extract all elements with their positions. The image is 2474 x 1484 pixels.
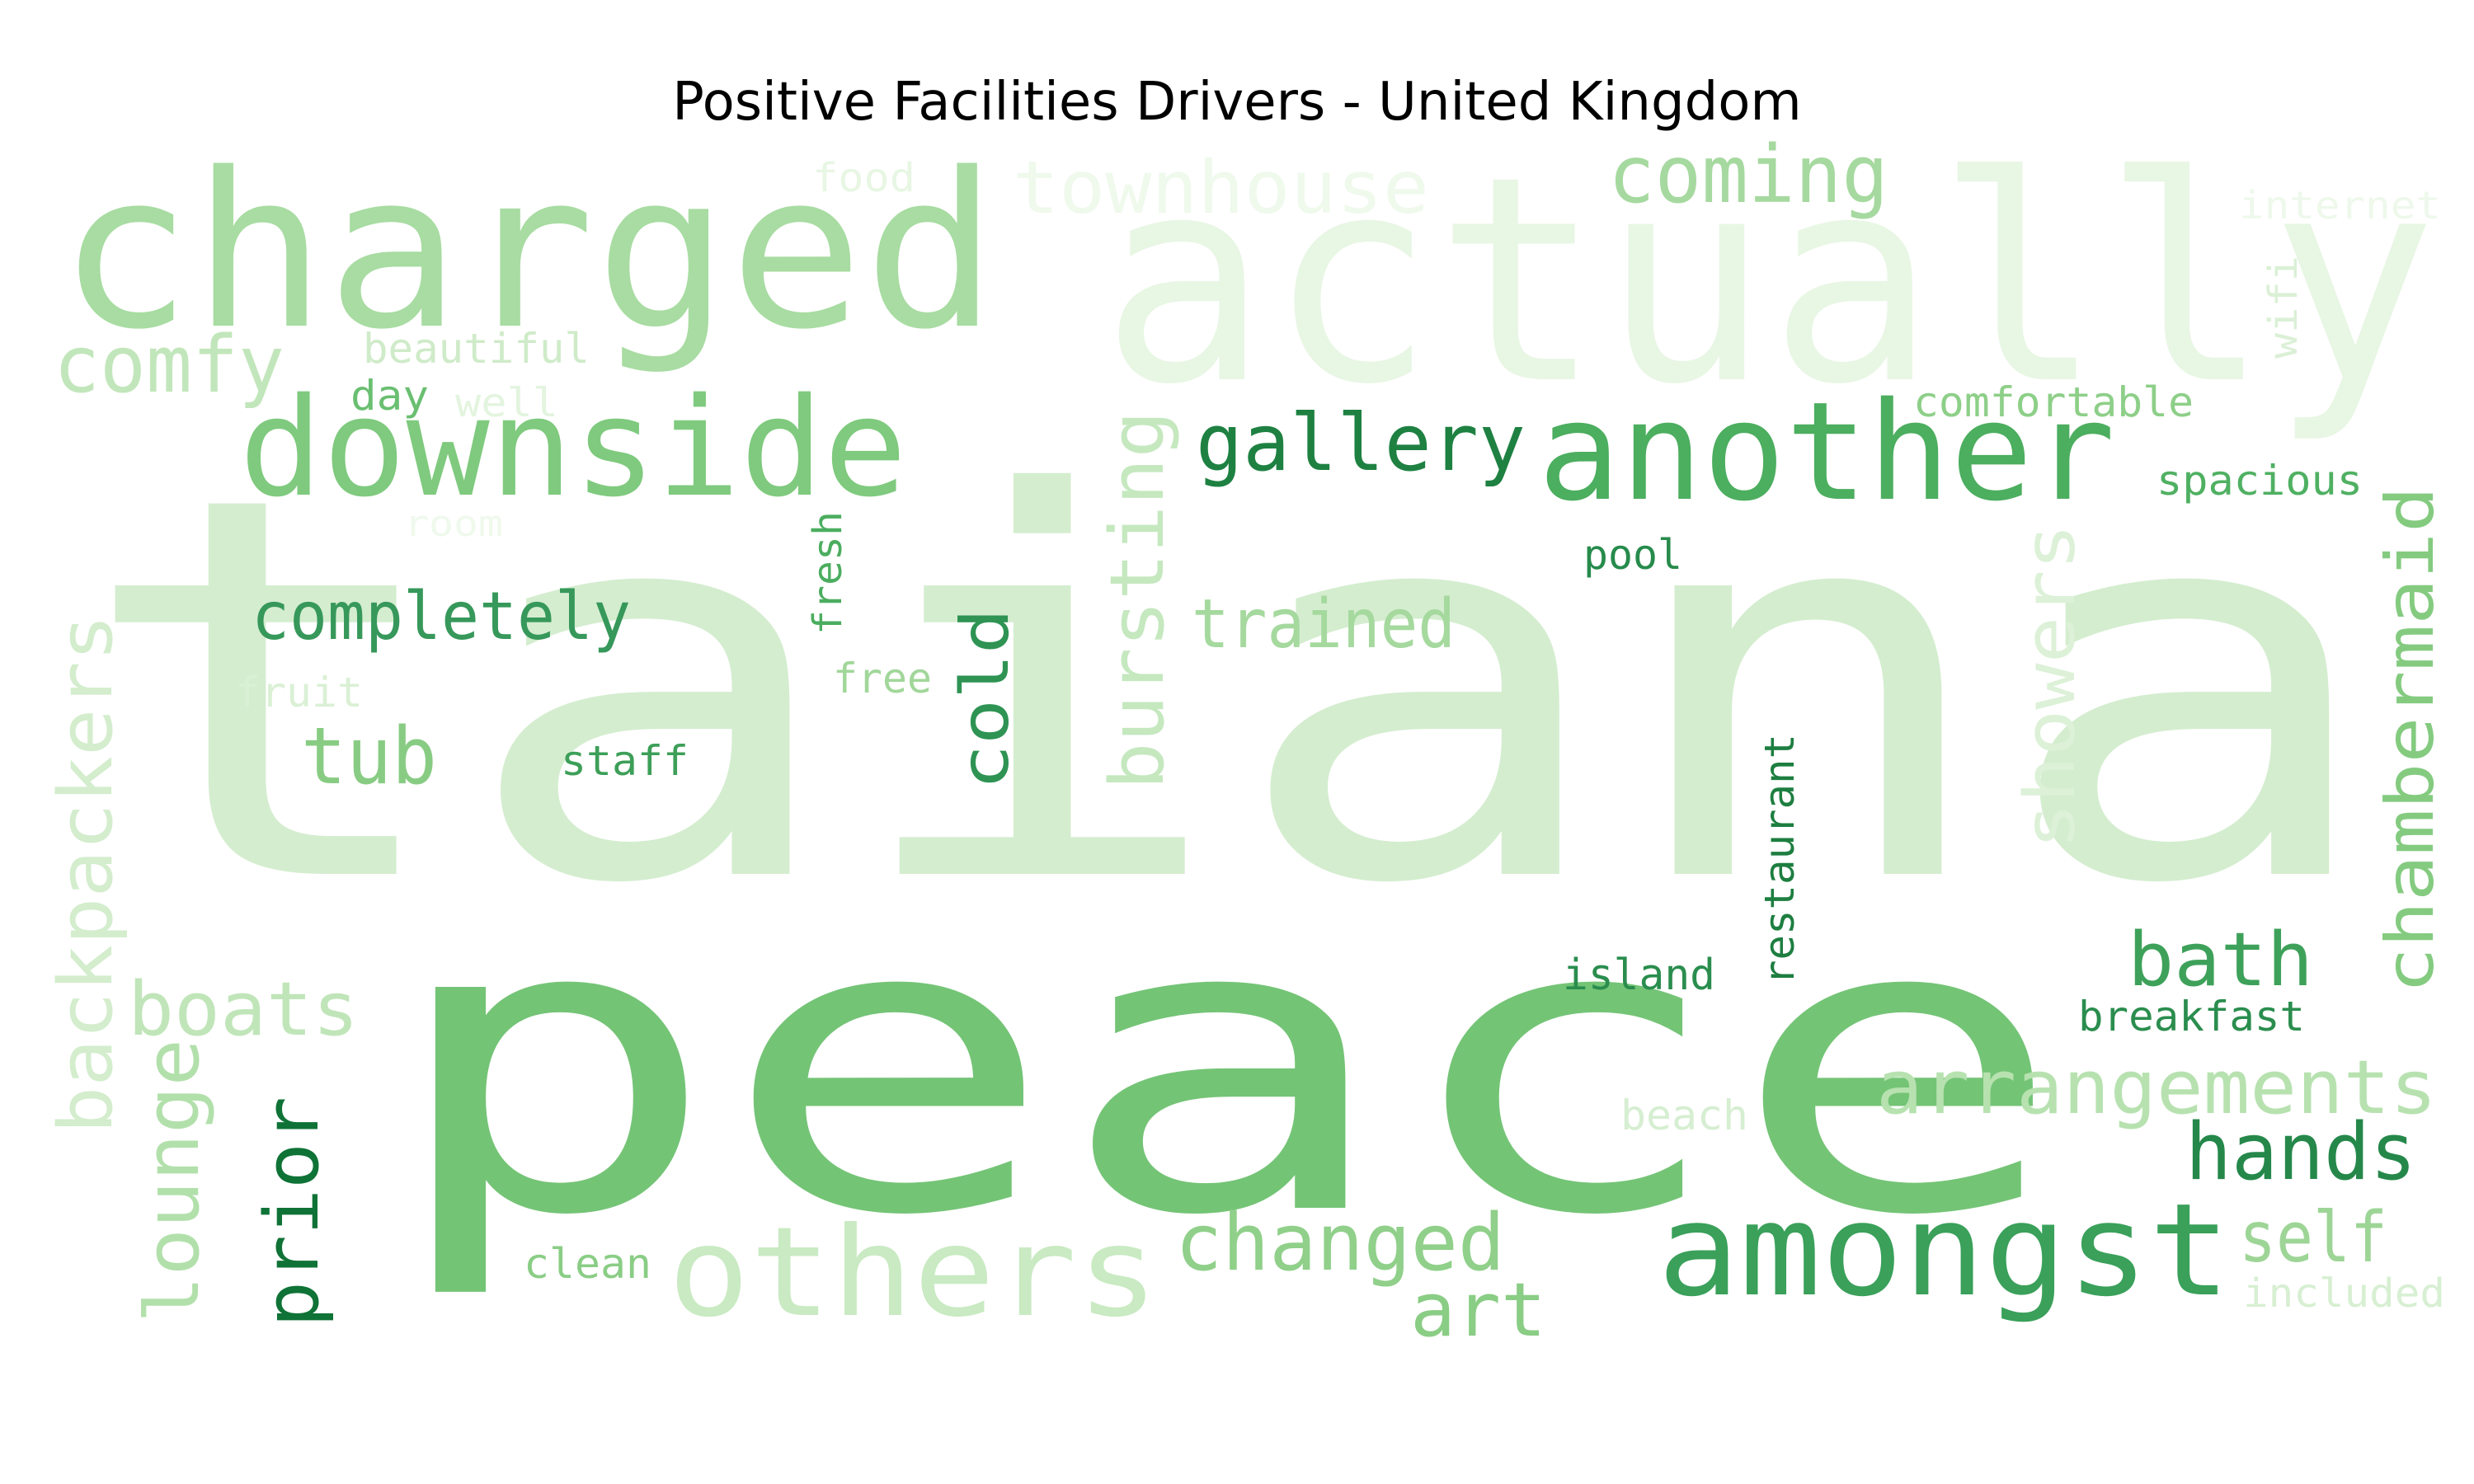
word-comfortable: comfortable	[1913, 378, 2194, 426]
word-well: well	[455, 380, 558, 426]
word-pool: pool	[1583, 531, 1682, 579]
word-downside: downside	[239, 369, 907, 527]
word-room: room	[404, 503, 503, 545]
word-beautiful: beautiful	[363, 325, 590, 373]
word-hands: hands	[2185, 1107, 2416, 1198]
word-day: day	[350, 372, 429, 420]
word-spacious: spacious	[2157, 457, 2363, 505]
word-prior: prior	[249, 1097, 336, 1327]
word-fresh: fresh	[805, 511, 851, 635]
word-amongst: amongst	[1658, 1176, 2231, 1325]
word-internet: internet	[2239, 183, 2441, 228]
word-actually: actually	[1101, 116, 2437, 447]
word-fruit: fruit	[235, 669, 363, 716]
word-bath: bath	[2128, 917, 2313, 1003]
word-boats: boats	[128, 966, 359, 1053]
word-beach: beach	[1620, 1092, 1748, 1139]
word-gallery: gallery	[1196, 398, 1526, 489]
chart-title: Positive Facilities Drivers - United Kin…	[672, 72, 1802, 133]
word-lounge: lounge	[129, 1039, 216, 1323]
word-breakfast: breakfast	[2078, 993, 2305, 1040]
word-clean: clean	[524, 1240, 651, 1288]
word-completely: completely	[252, 578, 631, 655]
word-wifi: wifi	[2260, 256, 2307, 359]
word-showers: showers	[2010, 524, 2091, 849]
word-arrangements: arrangements	[1876, 1045, 2437, 1131]
word-charged: charged	[58, 128, 998, 377]
word-tub: tub	[301, 711, 437, 802]
word-backpackers: backpackers	[43, 614, 129, 1134]
word-trained: trained	[1192, 585, 1456, 664]
word-coming: coming	[1608, 129, 1888, 221]
word-food: food	[812, 155, 915, 201]
word-self: self	[2239, 1197, 2387, 1279]
word-chambermaid: chambermaid	[2372, 486, 2448, 993]
word-cold: cold	[947, 608, 1023, 790]
word-others: others	[668, 1201, 1159, 1345]
word-art: art	[1410, 1267, 1546, 1354]
word-peace: peace	[383, 833, 2066, 1303]
word-townhouse: townhouse	[1013, 145, 1429, 230]
word-restaurant: restaurant	[1756, 734, 1804, 985]
word-staff: staff	[561, 737, 689, 785]
word-bursting: bursting	[1094, 411, 1181, 790]
word-island: island	[1563, 951, 1715, 1000]
word-included: included	[2243, 1270, 2445, 1317]
word-changed: changed	[1175, 1198, 1505, 1289]
word-taiana: taiana	[74, 384, 2383, 998]
word-comfy: comfy	[54, 320, 285, 411]
word-another: another	[1538, 373, 2115, 531]
word-free: free	[833, 655, 932, 702]
